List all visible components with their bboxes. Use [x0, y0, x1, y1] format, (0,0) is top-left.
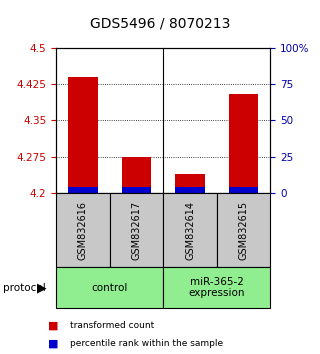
Text: GSM832615: GSM832615: [239, 200, 249, 260]
Text: percentile rank within the sample: percentile rank within the sample: [70, 339, 224, 348]
Bar: [229, 187, 258, 193]
Text: control: control: [92, 282, 128, 293]
Bar: [175, 173, 205, 193]
Text: GSM832617: GSM832617: [132, 200, 141, 260]
Text: protocol: protocol: [3, 282, 46, 293]
Text: ▶: ▶: [37, 281, 46, 294]
Bar: [122, 156, 151, 193]
Bar: [175, 187, 205, 193]
Bar: [122, 187, 151, 193]
Text: transformed count: transformed count: [70, 321, 155, 330]
Text: GDS5496 / 8070213: GDS5496 / 8070213: [90, 16, 230, 30]
Text: ■: ■: [48, 338, 59, 348]
Bar: [68, 77, 98, 193]
Bar: [229, 94, 258, 193]
Text: GSM832614: GSM832614: [185, 201, 195, 259]
Text: miR-365-2
expression: miR-365-2 expression: [188, 277, 245, 298]
Text: ■: ■: [48, 321, 59, 331]
Text: GSM832616: GSM832616: [78, 201, 88, 259]
Bar: [68, 187, 98, 193]
